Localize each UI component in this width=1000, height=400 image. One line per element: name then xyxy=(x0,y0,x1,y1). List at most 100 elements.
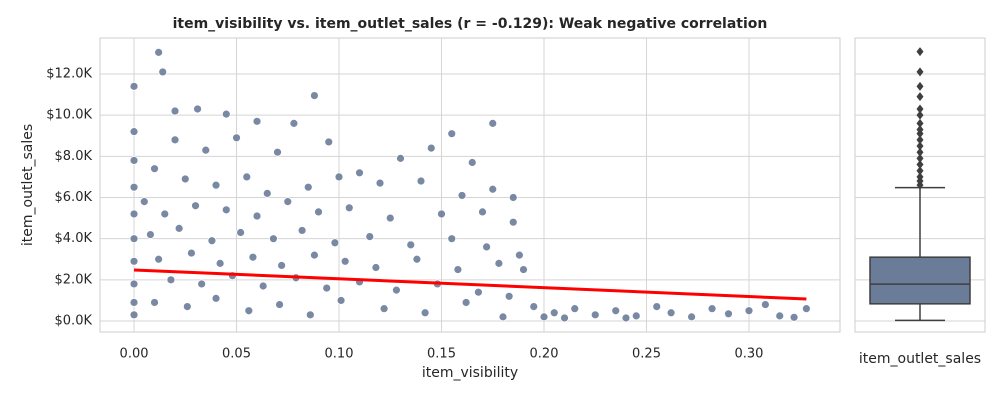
scatter-point xyxy=(242,172,252,182)
outlier xyxy=(916,47,924,57)
scatter-point xyxy=(129,298,139,307)
outlier xyxy=(916,166,924,176)
outlier xyxy=(916,104,924,114)
x-tick-label: 0.15 xyxy=(427,347,456,362)
outlier xyxy=(916,92,924,102)
scatter-point xyxy=(789,312,799,322)
scatter-point xyxy=(336,296,346,305)
scatter-point xyxy=(570,304,580,314)
regression-line xyxy=(133,268,807,301)
y-tick-label: $12.0K xyxy=(46,66,92,81)
scatter-point xyxy=(488,184,498,194)
scatter-point xyxy=(330,238,340,248)
scatter-point xyxy=(221,205,231,215)
marks xyxy=(100,38,985,332)
scatter-point xyxy=(590,310,600,320)
scatter-point xyxy=(166,275,176,285)
scatter-point xyxy=(365,232,375,242)
scatter-point xyxy=(453,265,463,274)
outlier xyxy=(916,110,924,120)
x-tick-label: 0.10 xyxy=(325,347,354,362)
x-tick-label: 0.05 xyxy=(222,347,251,362)
scatter-point xyxy=(666,308,676,318)
outlier xyxy=(916,172,924,182)
scatter-point xyxy=(611,306,621,316)
scatter-point xyxy=(549,308,559,318)
scatter-point xyxy=(322,283,332,293)
scatter-point xyxy=(129,310,139,320)
scatter-point xyxy=(478,207,487,217)
scatter-point xyxy=(375,178,385,188)
scatter-point xyxy=(129,156,139,165)
scatter-point xyxy=(160,209,170,219)
scatter-point xyxy=(310,250,319,260)
scatter-point xyxy=(504,291,514,301)
scatter-point xyxy=(461,298,471,307)
scatter-point xyxy=(283,197,293,207)
scatter-point xyxy=(498,312,508,322)
y-axis-label: item_outlet_sales xyxy=(20,124,36,246)
outlier xyxy=(916,153,924,163)
scatter-point xyxy=(232,133,241,143)
scatter-point xyxy=(150,298,159,307)
scatter-point xyxy=(303,182,313,192)
scatter-point xyxy=(129,81,139,91)
scatter-point xyxy=(652,302,662,311)
scatter-point xyxy=(385,213,395,223)
scatter-point xyxy=(515,250,524,260)
y-tick-label: $6.0K xyxy=(55,190,93,205)
scatter-point xyxy=(539,312,549,322)
outlier xyxy=(916,141,924,151)
scatter-point xyxy=(170,135,180,145)
scatter-point xyxy=(371,263,381,272)
scatter-point xyxy=(631,311,641,321)
scatter-point xyxy=(129,182,139,192)
x-axis-label: item_visibility xyxy=(422,365,518,381)
scatter-point xyxy=(447,234,457,244)
scatter-point xyxy=(211,293,221,303)
scatter-point xyxy=(146,230,155,239)
scatter-point xyxy=(314,207,323,217)
x-tick-label: 0.00 xyxy=(120,347,149,362)
scatter-point xyxy=(244,306,254,316)
outlier xyxy=(916,81,924,91)
scatter-point xyxy=(412,254,422,264)
scatter-point xyxy=(180,174,190,184)
scatter-point xyxy=(129,256,139,266)
scatter-point xyxy=(482,242,492,252)
y-tick-label: $4.0K xyxy=(55,231,93,246)
scatter-point xyxy=(187,248,196,258)
scatter-point xyxy=(275,300,284,309)
scatter-point xyxy=(236,228,246,237)
x-tick-label: 0.25 xyxy=(632,347,661,362)
scatter-point xyxy=(687,312,696,322)
scatter-point xyxy=(158,67,168,77)
scatter-point xyxy=(488,118,498,128)
scatter-point xyxy=(760,300,770,309)
scatter-point xyxy=(139,197,149,207)
scatter-point xyxy=(252,116,262,126)
scatter-point xyxy=(201,145,211,155)
scatter-point xyxy=(560,313,569,323)
scatter-point xyxy=(182,302,192,311)
scatter-point xyxy=(221,109,231,119)
scatter-point xyxy=(129,127,139,137)
scatter-point xyxy=(193,104,202,114)
scatter-point xyxy=(277,261,287,270)
scatter-point xyxy=(170,106,180,116)
scatter-point xyxy=(801,304,811,314)
scatter-point xyxy=(154,254,164,264)
outlier xyxy=(916,135,924,145)
y-tick-label: $2.0K xyxy=(55,272,93,287)
outlier xyxy=(916,118,924,128)
scatter-point xyxy=(211,180,221,190)
scatter-point xyxy=(252,211,262,221)
scatter-point xyxy=(129,279,139,289)
scatter-point xyxy=(707,304,717,314)
scatter-point xyxy=(248,252,258,262)
scatter-point xyxy=(215,258,225,268)
scatter-point xyxy=(416,176,426,186)
scatter-point xyxy=(420,308,430,318)
scatter-point xyxy=(324,137,334,147)
scatter-point xyxy=(519,265,528,274)
